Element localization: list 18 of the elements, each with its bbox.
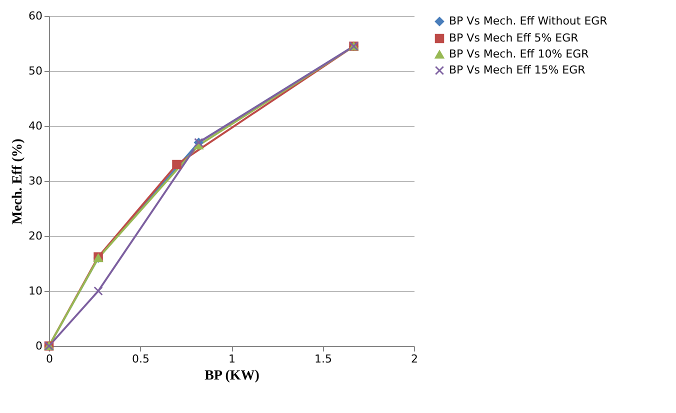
x-tick-label: 2	[411, 352, 418, 366]
legend-label: BP Vs Mech Eff 15% EGR	[449, 64, 586, 76]
x-axis-title: BP (KW)	[204, 368, 260, 384]
legend-label: BP Vs Mech Eff 5% EGR	[449, 32, 579, 44]
y-tick-label: 10	[28, 284, 42, 298]
y-tick-label: 0	[36, 340, 42, 352]
x-tick-label: 1.5	[314, 352, 332, 366]
legend-label: BP Vs Mech. Eff Without EGR	[449, 14, 608, 28]
y-tick-label: 30	[28, 174, 42, 188]
y-axis-title: Mech. Eff (%)	[10, 138, 26, 224]
x-tick-label: 0	[46, 352, 53, 366]
y-tick-label: 40	[28, 120, 42, 132]
y-tick-label: 20	[28, 230, 42, 242]
y-tick-label: 60	[28, 10, 42, 22]
x-tick-label: 1	[228, 352, 236, 366]
x-tick-label: 0.5	[132, 352, 150, 366]
legend-label: BP Vs Mech. Eff 10% EGR	[449, 48, 590, 60]
y-tick-label: 50	[28, 64, 42, 78]
